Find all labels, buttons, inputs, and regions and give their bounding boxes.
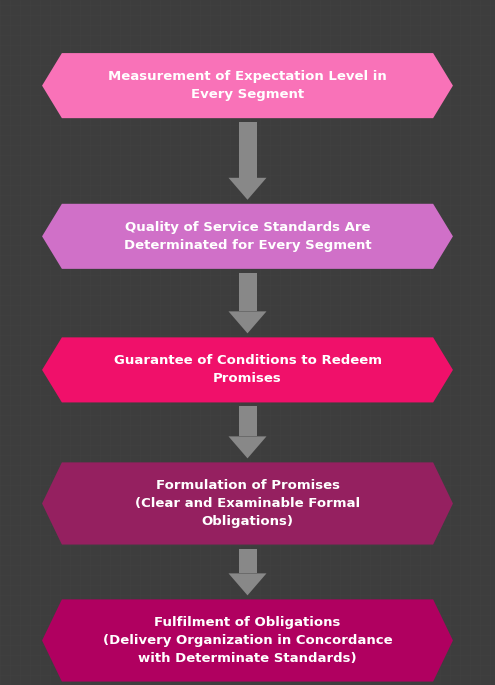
Text: Fulfilment of Obligations
(Delivery Organization in Concordance
with Determinate: Fulfilment of Obligations (Delivery Orga… [102,616,393,665]
Text: Quality of Service Standards Are
Determinated for Every Segment: Quality of Service Standards Are Determi… [124,221,371,252]
Polygon shape [229,573,266,595]
Polygon shape [239,273,256,312]
Polygon shape [229,436,266,458]
Polygon shape [42,53,453,119]
Text: Guarantee of Conditions to Redeem
Promises: Guarantee of Conditions to Redeem Promis… [113,354,382,386]
Polygon shape [42,204,453,269]
Polygon shape [239,406,256,436]
Polygon shape [42,462,453,545]
Polygon shape [42,338,453,403]
Polygon shape [239,122,256,178]
Text: Formulation of Promises
(Clear and Examinable Formal
Obligations): Formulation of Promises (Clear and Exami… [135,479,360,528]
Polygon shape [229,178,266,200]
Text: Measurement of Expectation Level in
Every Segment: Measurement of Expectation Level in Ever… [108,70,387,101]
Polygon shape [239,549,256,573]
Polygon shape [42,599,453,682]
Polygon shape [229,312,266,334]
